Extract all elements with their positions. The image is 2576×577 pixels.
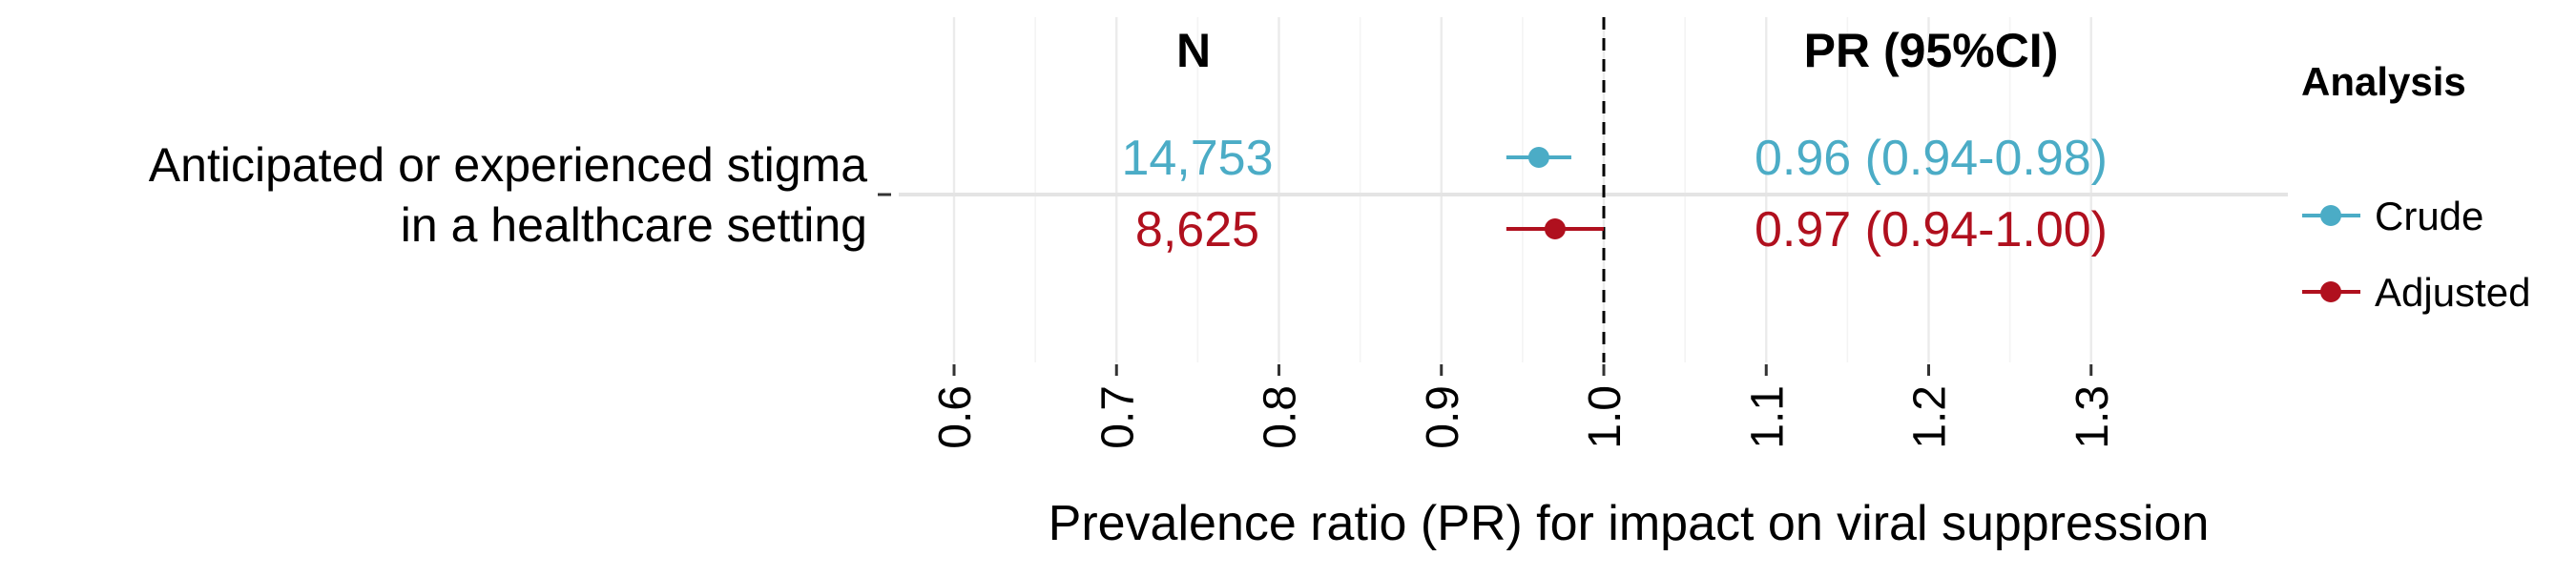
x-tick-label-6: 1.2 [1905, 385, 1956, 449]
x-tick-label-0: 0.6 [930, 385, 981, 449]
n-label-adjusted: 8,625 [1135, 202, 1259, 258]
legend-label-adjusted: Adjusted [2375, 270, 2530, 315]
legend: Crude Adjusted [2302, 194, 2530, 315]
x-tick-label-4: 1.0 [1580, 385, 1631, 449]
x-tick-label-1: 0.7 [1092, 385, 1143, 449]
legend-point-adjusted [2320, 281, 2341, 302]
x-tick-label-2: 0.8 [1256, 385, 1306, 449]
pr-label-crude: 0.96 (0.94-0.98) [1755, 131, 2108, 186]
point-crude [1527, 147, 1549, 168]
pr-column-header: PR (95%CI) [1804, 24, 2059, 77]
legend-title: Analysis [2301, 59, 2466, 104]
x-tick-label-5: 1.1 [1742, 385, 1793, 449]
x-tick-label-3: 0.9 [1418, 385, 1468, 449]
grid-layer [899, 17, 2288, 362]
pr-label-adjusted: 0.97 (0.94-1.00) [1755, 202, 2108, 258]
row-label-line-2: in a healthcare setting [401, 198, 867, 252]
point-adjusted [1544, 218, 1566, 239]
row-label-line-1: Anticipated or experienced stigma [149, 138, 867, 192]
n-label-crude: 14,753 [1121, 131, 1273, 186]
x-axis-title: Prevalence ratio (PR) for impact on vira… [1049, 496, 2210, 551]
marks-layer: 14,753 0.96 (0.94-0.98) 8,625 0.97 (0.94-1.… [1121, 131, 2108, 258]
legend-point-crude [2320, 205, 2341, 226]
n-column-header: N [1176, 24, 1211, 77]
x-tick-label-7: 1.3 [2067, 385, 2118, 449]
x-axis: 0.6 0.7 0.8 0.9 1.0 1.1 1.2 1.3 [930, 364, 2118, 449]
legend-label-crude: Crude [2375, 194, 2483, 238]
